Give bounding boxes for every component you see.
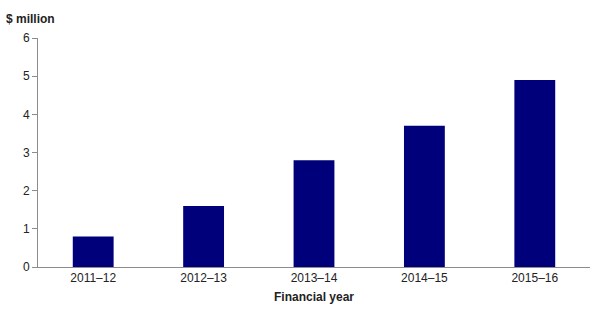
- svg-text:Financial year: Financial year: [274, 290, 354, 304]
- svg-text:0: 0: [23, 260, 30, 274]
- svg-text:2: 2: [23, 184, 30, 198]
- svg-text:$ million: $ million: [6, 12, 55, 26]
- svg-text:2015–16: 2015–16: [511, 271, 558, 285]
- svg-text:4: 4: [23, 108, 30, 122]
- svg-text:6: 6: [23, 31, 30, 45]
- svg-text:2013–14: 2013–14: [291, 271, 338, 285]
- svg-text:2014–15: 2014–15: [401, 271, 448, 285]
- svg-text:2011–12: 2011–12: [70, 271, 116, 285]
- svg-text:1: 1: [23, 222, 30, 236]
- svg-text:2012–13: 2012–13: [180, 271, 227, 285]
- svg-text:3: 3: [23, 146, 30, 160]
- svg-text:5: 5: [23, 69, 30, 83]
